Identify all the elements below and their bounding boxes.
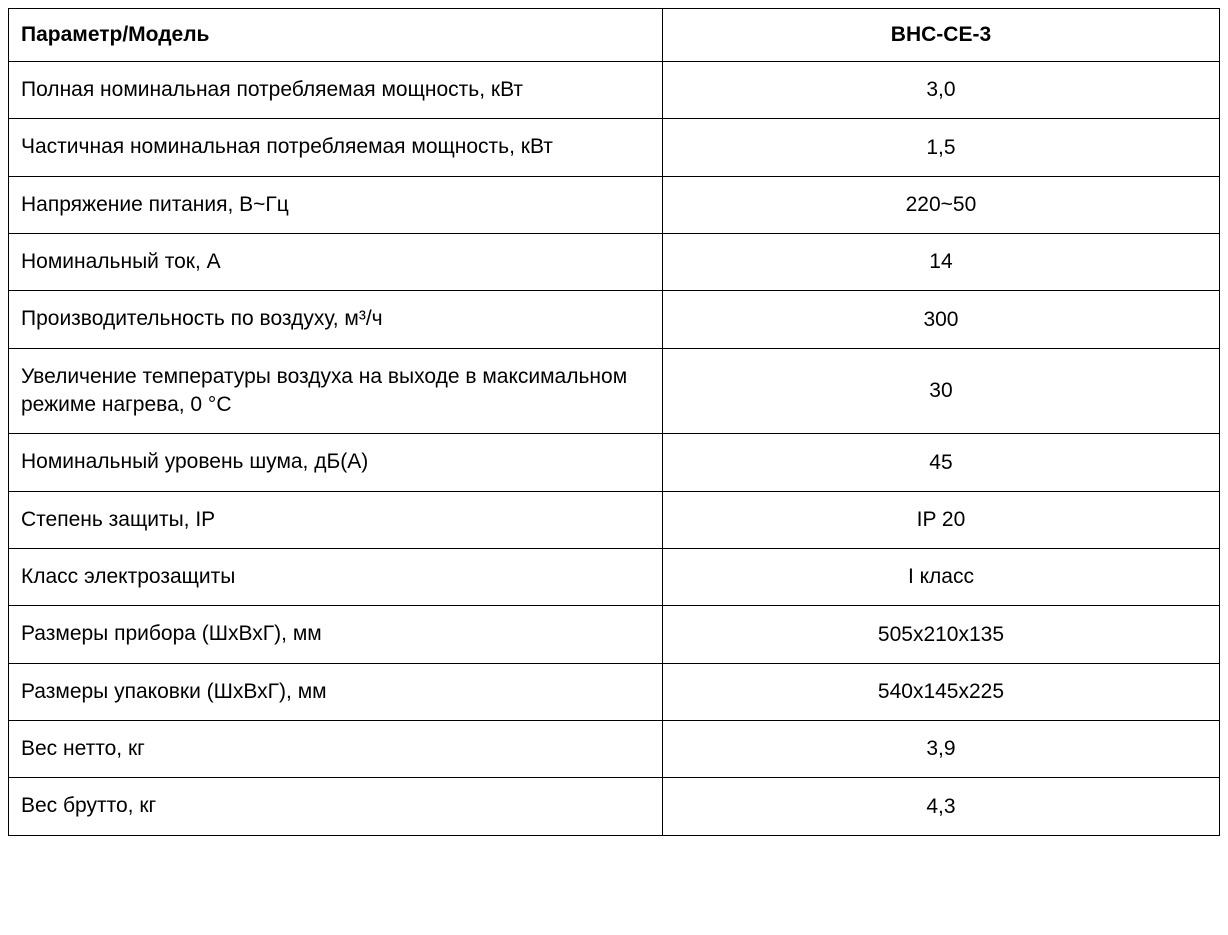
value-cell: 45 [662, 434, 1219, 491]
table-header-row: Параметр/Модель ВНС-СЕ-3 [9, 9, 1220, 62]
header-model: ВНС-СЕ-3 [662, 9, 1219, 62]
value-cell: 1,5 [662, 119, 1219, 176]
param-cell: Номинальный ток, А [9, 234, 663, 291]
header-param: Параметр/Модель [9, 9, 663, 62]
table-row: Полная номинальная потребляемая мощность… [9, 62, 1220, 119]
value-cell: 540х145х225 [662, 663, 1219, 720]
param-cell: Напряжение питания, В~Гц [9, 176, 663, 233]
table-row: Увеличение температуры воздуха на выходе… [9, 348, 1220, 434]
param-cell: Вес нетто, кг [9, 721, 663, 778]
table-row: Вес нетто, кг 3,9 [9, 721, 1220, 778]
param-cell: Размеры упаковки (ШхВхГ), мм [9, 663, 663, 720]
value-cell: 14 [662, 234, 1219, 291]
table-row: Производительность по воздуху, м³/ч 300 [9, 291, 1220, 348]
spec-table: Параметр/Модель ВНС-СЕ-3 Полная номиналь… [8, 8, 1220, 836]
value-cell: 3,0 [662, 62, 1219, 119]
table-row: Размеры прибора (ШхВхГ), мм 505х210х135 [9, 606, 1220, 663]
table-row: Класс электрозащиты I класс [9, 549, 1220, 606]
table-row: Частичная номинальная потребляемая мощно… [9, 119, 1220, 176]
value-cell: 300 [662, 291, 1219, 348]
value-cell: 3,9 [662, 721, 1219, 778]
param-cell: Вес брутто, кг [9, 778, 663, 835]
value-cell: 4,3 [662, 778, 1219, 835]
table-row: Степень защиты, IP IP 20 [9, 491, 1220, 548]
param-cell: Полная номинальная потребляемая мощность… [9, 62, 663, 119]
param-cell: Частичная номинальная потребляемая мощно… [9, 119, 663, 176]
param-cell: Производительность по воздуху, м³/ч [9, 291, 663, 348]
value-cell: IP 20 [662, 491, 1219, 548]
table-row: Вес брутто, кг 4,3 [9, 778, 1220, 835]
table-row: Размеры упаковки (ШхВхГ), мм 540х145х225 [9, 663, 1220, 720]
param-cell: Увеличение температуры воздуха на выходе… [9, 348, 663, 434]
value-cell: 220~50 [662, 176, 1219, 233]
value-cell: 30 [662, 348, 1219, 434]
value-cell: 505х210х135 [662, 606, 1219, 663]
value-cell: I класс [662, 549, 1219, 606]
table-body: Полная номинальная потребляемая мощность… [9, 62, 1220, 836]
table-row: Номинальный уровень шума, дБ(А) 45 [9, 434, 1220, 491]
param-cell: Класс электрозащиты [9, 549, 663, 606]
param-cell: Степень защиты, IP [9, 491, 663, 548]
param-cell: Размеры прибора (ШхВхГ), мм [9, 606, 663, 663]
table-row: Номинальный ток, А 14 [9, 234, 1220, 291]
table-row: Напряжение питания, В~Гц 220~50 [9, 176, 1220, 233]
param-cell: Номинальный уровень шума, дБ(А) [9, 434, 663, 491]
